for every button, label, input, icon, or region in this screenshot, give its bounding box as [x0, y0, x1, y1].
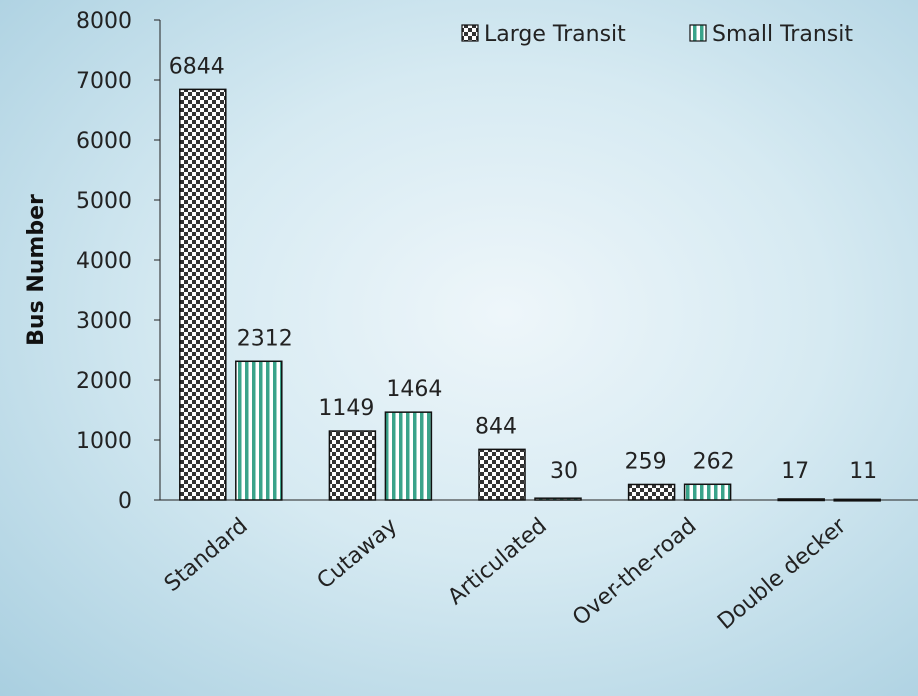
data-label: 6844	[169, 54, 225, 79]
data-label: 30	[550, 459, 578, 484]
category-labels-group: Standard Cutaway Articulated Over-the-road D…	[160, 513, 852, 635]
data-labels-group: 6844 2312 1149 1464 844 30 259 262 17 11	[169, 54, 877, 484]
y-tick-label: 0	[118, 489, 132, 514]
category-label: Double decker	[713, 513, 852, 635]
category-label: Standard	[160, 513, 253, 596]
bar-vstripe	[534, 497, 582, 501]
y-tick-label: 6000	[76, 129, 132, 154]
y-tick-label: 1000	[76, 429, 132, 454]
bar-checker	[478, 448, 526, 501]
legend: Large Transit Small Transit	[461, 22, 853, 47]
data-label: 259	[625, 449, 667, 474]
category-label: Over-the-road	[568, 513, 701, 630]
data-label: 262	[693, 449, 735, 474]
y-tick-label: 7000	[76, 69, 132, 94]
bar-vstripe	[833, 498, 881, 502]
bar-vstripe	[235, 360, 283, 501]
y-axis-label: Bus Number	[24, 194, 49, 346]
bar-checker	[777, 498, 825, 502]
data-label: 11	[849, 459, 877, 484]
legend-label: Large Transit	[484, 22, 626, 47]
y-tick-label: 4000	[76, 249, 132, 274]
y-tick-label: 8000	[76, 9, 132, 34]
y-tick-label: 5000	[76, 189, 132, 214]
legend-swatch	[461, 24, 479, 42]
data-label: 1149	[318, 396, 374, 421]
category-label: Articulated	[443, 513, 551, 610]
legend-swatch	[689, 24, 707, 42]
data-label: 17	[781, 459, 809, 484]
category-label: Cutaway	[313, 513, 403, 594]
data-label: 2312	[237, 326, 293, 351]
y-axis-ticks: 0 1000 2000 3000 4000 5000 6000 7000 8000	[76, 9, 160, 514]
bar-vstripe	[384, 411, 433, 501]
bar-checker	[179, 88, 227, 501]
bar-vstripe	[683, 483, 732, 501]
bar-checker	[328, 430, 377, 501]
legend-label: Small Transit	[712, 22, 853, 47]
bars-group	[179, 88, 881, 502]
data-label: 1464	[386, 377, 442, 402]
y-tick-label: 3000	[76, 309, 132, 334]
data-label: 844	[475, 414, 517, 439]
bar-checker	[627, 483, 676, 501]
y-tick-label: 2000	[76, 369, 132, 394]
